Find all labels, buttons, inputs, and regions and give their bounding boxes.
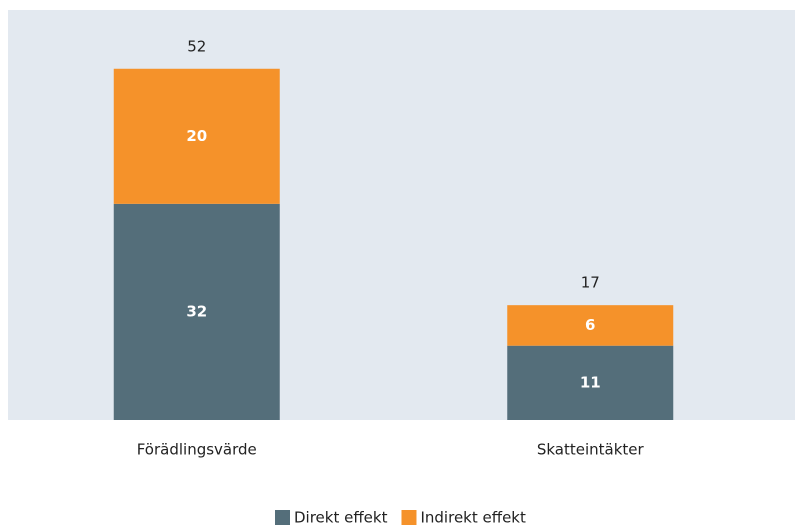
legend-swatch	[275, 510, 290, 525]
bar-segment	[507, 305, 674, 346]
x-tick-label: Förädlingsvärde	[137, 441, 257, 459]
bar-segment	[507, 345, 674, 420]
bar-segment	[113, 68, 280, 204]
segment-label: 32	[186, 302, 207, 320]
total-label: 17	[581, 274, 600, 292]
segment-label: 20	[186, 127, 207, 145]
total-label: 52	[187, 37, 206, 55]
legend-swatch	[401, 510, 417, 525]
legend-label: Indirekt effekt	[420, 509, 525, 527]
legend-label: Direkt effekt	[294, 509, 388, 527]
segment-label: 6	[585, 316, 595, 334]
segment-label: 11	[580, 373, 601, 391]
bar-segment	[113, 203, 280, 420]
x-tick-label: Skatteintäkter	[537, 441, 645, 459]
